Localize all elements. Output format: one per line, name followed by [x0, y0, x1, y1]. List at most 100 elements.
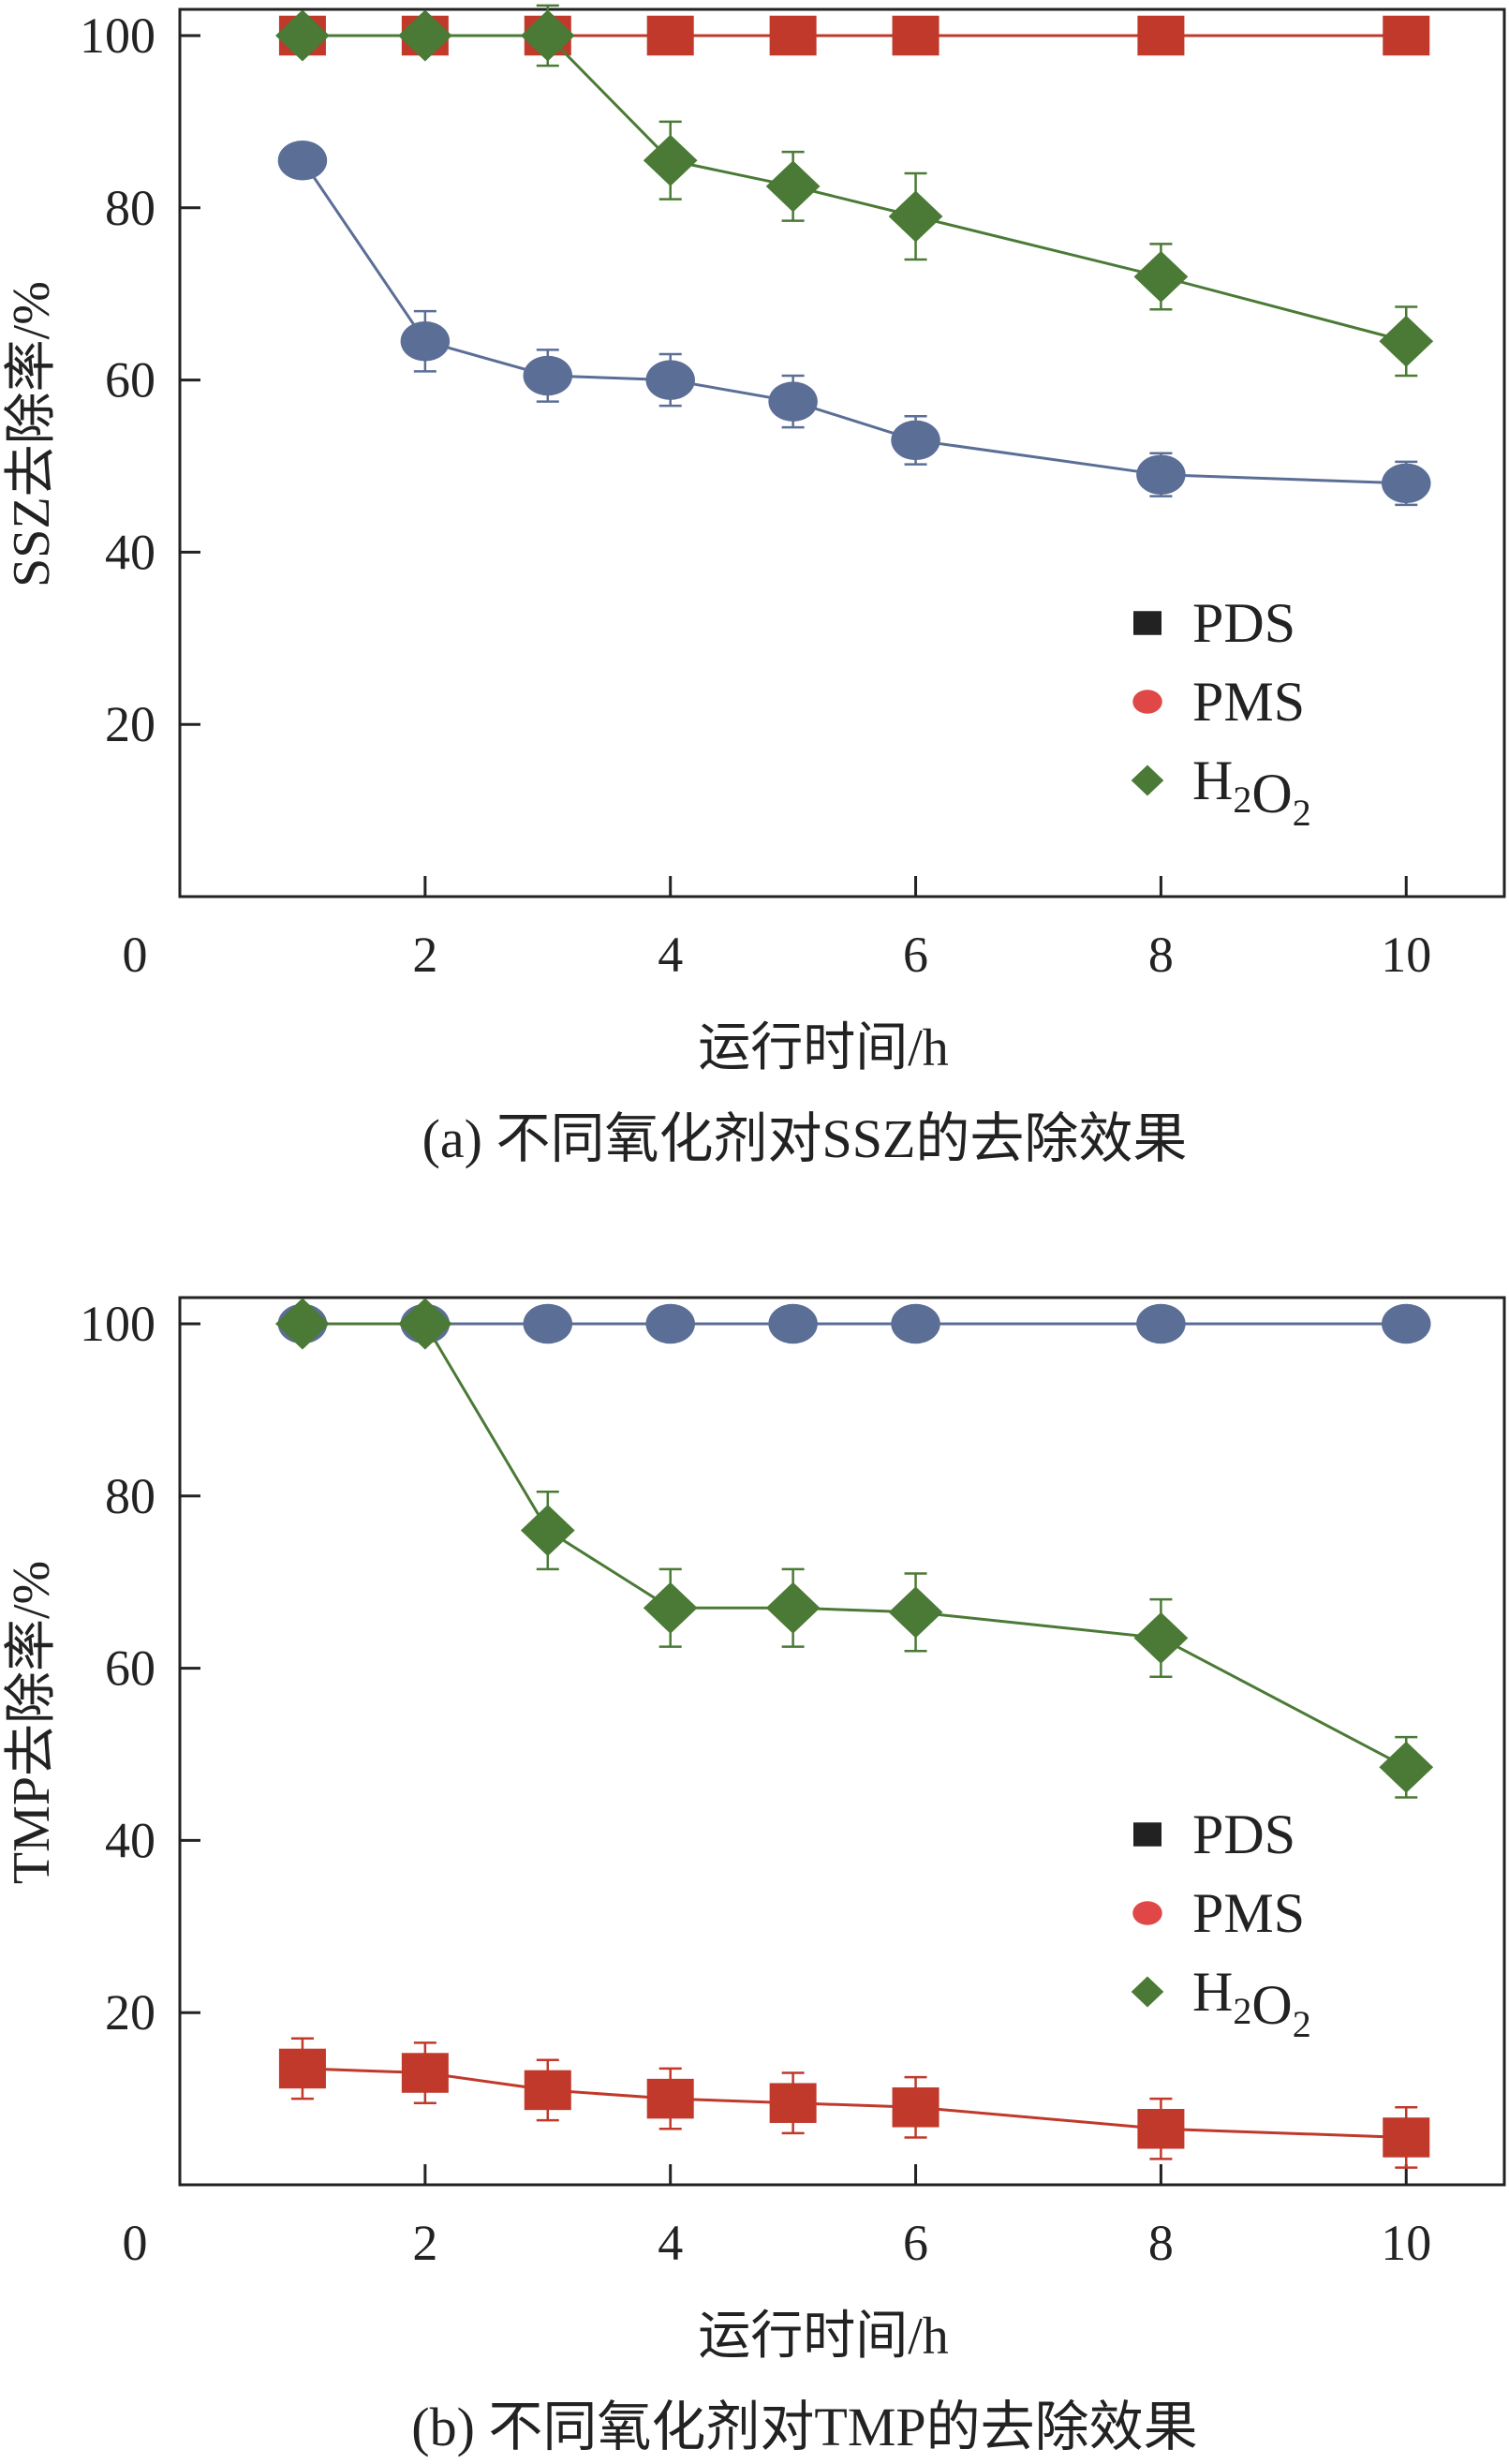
y-tick-label: 60 — [105, 352, 155, 408]
data-point-pms — [400, 320, 451, 362]
data-point-h2o2 — [275, 9, 330, 62]
legend-label: PDS — [1192, 1803, 1295, 1865]
data-point-h2o2 — [520, 9, 575, 62]
data-point-pds — [646, 15, 694, 56]
y-tick-label: 100 — [80, 7, 155, 64]
series-line-h2o2 — [302, 1322, 1407, 1769]
data-point-pms — [523, 1303, 573, 1344]
data-point-pds — [278, 2048, 326, 2089]
y-tick-label: 60 — [105, 1640, 155, 1697]
data-point-h2o2 — [643, 1581, 698, 1634]
x-tick-label: 8 — [1148, 2215, 1174, 2271]
data-point-h2o2 — [1379, 1741, 1434, 1793]
panel-caption: (b) 不同氧化剂对TMP的去除效果 — [411, 2397, 1197, 2457]
plot-frame — [178, 7, 1506, 898]
legend-label-part: O — [1251, 763, 1292, 824]
y-tick-label: 20 — [105, 696, 155, 752]
x-axis-label: 运行时间/h — [698, 2308, 949, 2366]
legend-subscript: 2 — [1293, 792, 1311, 834]
legend-label-part: H — [1192, 750, 1233, 811]
data-point-pms — [1136, 454, 1186, 495]
legend-label-part: O — [1251, 1974, 1292, 2036]
series-h2o2 — [275, 4, 1434, 378]
legend-subscript: 2 — [1293, 2003, 1311, 2045]
legend-label: H2O2 — [1192, 1961, 1311, 2045]
x-tick-label: 0 — [123, 2215, 148, 2271]
data-point-pds — [1137, 15, 1185, 56]
data-point-pds — [769, 15, 817, 56]
y-tick-label: 20 — [105, 1984, 155, 2041]
legend-marker — [1132, 690, 1162, 714]
series-line-pms — [301, 159, 1407, 485]
data-point-pds — [892, 2087, 939, 2128]
y-axis-label: TMP去除率/% — [3, 1561, 61, 1884]
legend-marker — [1133, 1822, 1161, 1847]
data-point-h2o2 — [397, 1298, 452, 1350]
data-point-pds — [1137, 2109, 1185, 2149]
data-point-pms — [891, 420, 940, 461]
legend-marker — [1133, 611, 1161, 635]
legend-label-part: H — [1192, 1961, 1233, 2023]
data-point-h2o2 — [888, 190, 943, 243]
y-axis-label: SSZ去除率/% — [3, 281, 61, 587]
x-tick-label: 10 — [1381, 2215, 1431, 2271]
x-tick-label: 0 — [123, 927, 148, 983]
data-point-pms — [523, 355, 573, 396]
plot-frame — [178, 1296, 1506, 2187]
data-point-pms — [645, 360, 695, 400]
y-tick-label: 40 — [105, 524, 155, 580]
data-point-h2o2 — [397, 9, 452, 62]
y-tick-label: 40 — [105, 1812, 155, 1868]
data-point-pds — [1383, 2117, 1430, 2158]
data-point-pms — [768, 1303, 818, 1344]
legend-label: PDS — [1192, 592, 1295, 654]
legend-marker — [1131, 1976, 1164, 2008]
data-point-pms — [1382, 1303, 1431, 1344]
data-point-h2o2 — [1133, 250, 1189, 303]
data-point-h2o2 — [765, 160, 821, 213]
data-point-pds — [524, 2070, 571, 2111]
series-pms — [277, 141, 1431, 507]
data-point-pds — [401, 2053, 449, 2093]
data-point-h2o2 — [1379, 315, 1434, 367]
data-point-pms — [645, 1303, 695, 1344]
data-point-h2o2 — [765, 1581, 821, 1634]
panel-a: 20 40 60 80 100 0 2 4 6 8 10 运行时间/h SSZ去除率/% (a) 不同氧化… — [3, 4, 1506, 1169]
series-line-h2o2 — [302, 34, 1407, 343]
legend-subscript: 2 — [1233, 1990, 1251, 2032]
data-point-h2o2 — [275, 1298, 330, 1350]
x-tick-label: 2 — [412, 927, 437, 983]
data-point-pms — [768, 381, 818, 422]
series-pds — [278, 2037, 1430, 2169]
x-tick-label: 2 — [412, 2215, 437, 2271]
data-point-pds — [646, 2078, 694, 2119]
panel-caption: (a) 不同氧化剂对SSZ的去除效果 — [422, 1108, 1188, 1169]
panel-b: 20 40 60 80 100 0 2 4 6 8 10 运行时间/h TMP去除率/% (b) 不同氧化… — [3, 1296, 1506, 2457]
data-point-pds — [1383, 15, 1430, 56]
x-tick-label: 4 — [658, 2215, 683, 2271]
series-line-pds — [302, 2067, 1407, 2139]
y-tick-label: 100 — [80, 1296, 155, 1352]
legend-subscript: 2 — [1233, 779, 1251, 821]
data-point-pds — [769, 2083, 817, 2123]
data-point-pms — [1382, 463, 1431, 504]
legend-marker — [1132, 1901, 1162, 1925]
x-tick-label: 10 — [1381, 927, 1431, 983]
legend-label: PMS — [1192, 671, 1305, 733]
data-point-pds — [892, 15, 939, 56]
data-point-h2o2 — [1133, 1611, 1189, 1664]
x-tick-label: 6 — [903, 927, 928, 983]
x-tick-label: 6 — [903, 2215, 928, 2271]
data-point-h2o2 — [520, 1505, 575, 1557]
data-point-pms — [277, 141, 328, 181]
y-tick-label: 80 — [105, 180, 155, 236]
data-point-pms — [891, 1303, 940, 1344]
legend-marker — [1131, 764, 1164, 796]
x-tick-label: 8 — [1148, 927, 1174, 983]
legend-label: PMS — [1192, 1882, 1305, 1944]
y-tick-label: 80 — [105, 1468, 155, 1524]
x-axis-label: 运行时间/h — [698, 1019, 949, 1077]
legend-label: H2O2 — [1192, 750, 1311, 834]
data-point-pms — [1136, 1303, 1186, 1344]
